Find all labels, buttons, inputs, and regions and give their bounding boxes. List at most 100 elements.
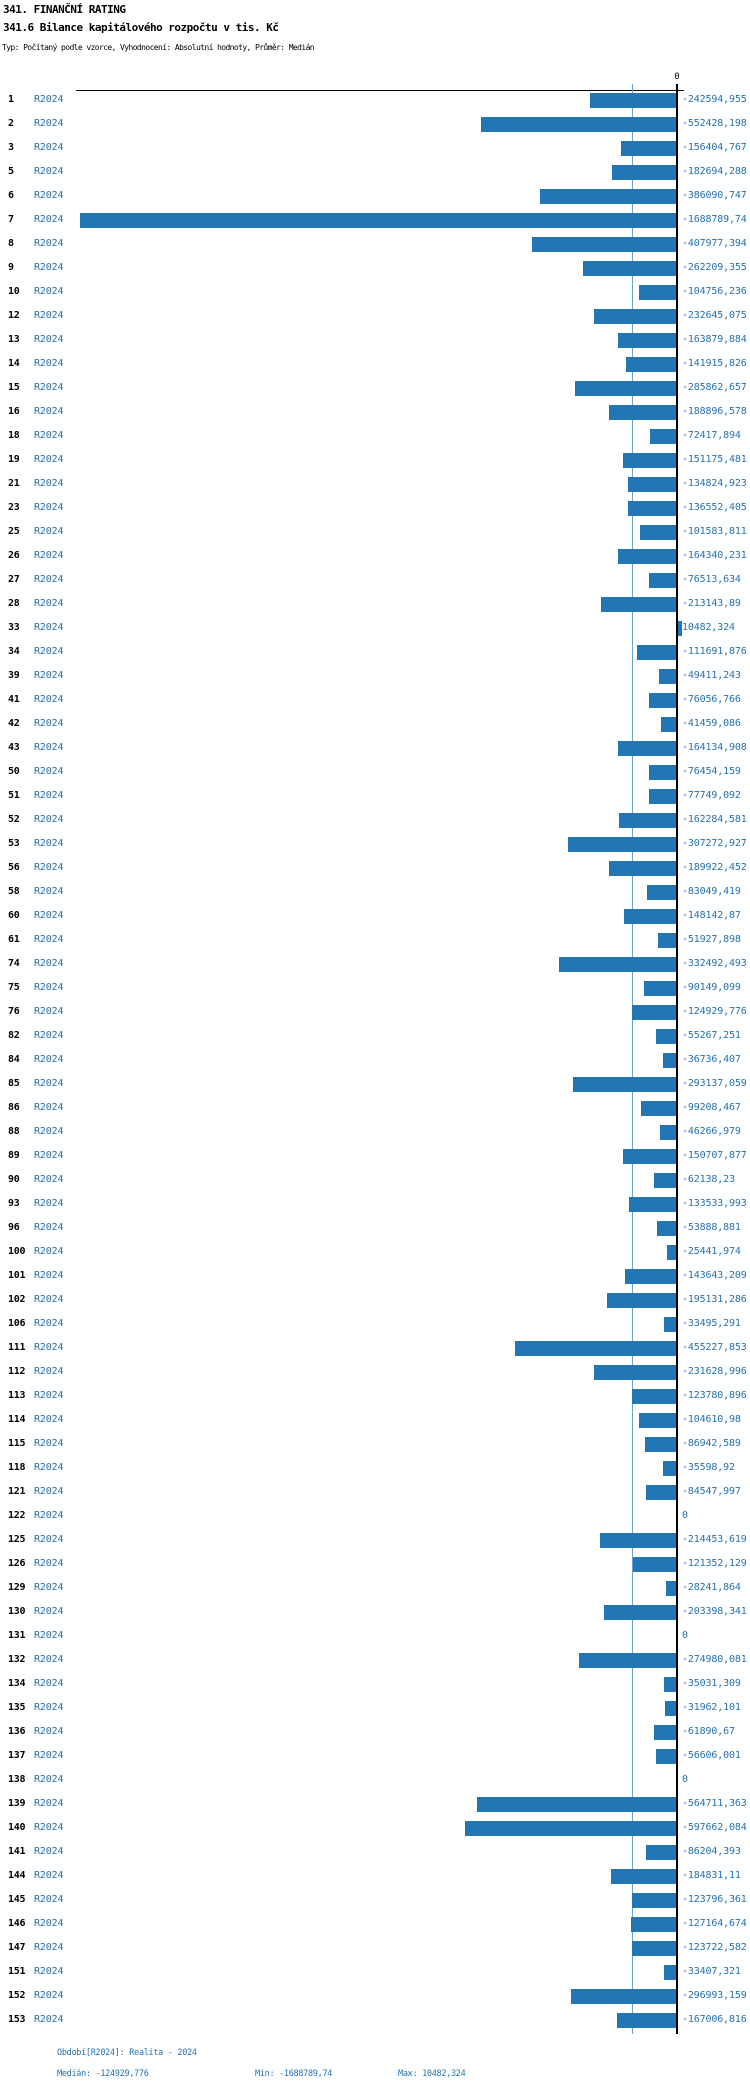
row-bar <box>661 716 676 732</box>
row-value-label: -597662,084 <box>682 1822 747 1833</box>
row-series-label: R2024 <box>34 718 64 729</box>
chart-row: 146 R2024 -127164,674 <box>0 1912 750 1936</box>
row-bar <box>575 380 676 396</box>
row-bar <box>650 428 676 444</box>
row-bar <box>656 1028 676 1044</box>
row-series-label: R2024 <box>34 1246 64 1257</box>
footer-median: Medián: -124929,776 <box>57 2069 149 2079</box>
row-value-label: -111691,876 <box>682 646 747 657</box>
row-bar <box>654 1724 676 1740</box>
row-value-label: -1688789,74 <box>682 214 747 225</box>
row-series-label: R2024 <box>34 1150 64 1161</box>
row-value-label: -148142,87 <box>682 910 741 921</box>
row-number: 25 <box>8 526 20 537</box>
row-value-label: -127164,674 <box>682 1918 747 1929</box>
row-bar <box>628 1196 676 1212</box>
chart-row: 144 R2024 -184831,11 <box>0 1864 750 1888</box>
row-value-label: -76513,634 <box>682 574 741 585</box>
row-value-label: -25441,974 <box>682 1246 741 1257</box>
chart-row: 34 R2024 -111691,876 <box>0 640 750 664</box>
row-number: 152 <box>8 1990 26 2001</box>
chart-row: 145 R2024 -123796,361 <box>0 1888 750 1912</box>
row-number: 106 <box>8 1318 26 1329</box>
row-bar <box>639 1412 676 1428</box>
row-value-label: -552428,198 <box>682 118 747 129</box>
row-bar <box>571 1988 676 2004</box>
row-number: 113 <box>8 1390 26 1401</box>
row-series-label: R2024 <box>34 1510 64 1521</box>
row-value-label: -124929,776 <box>682 1006 747 1017</box>
row-bar <box>646 1484 676 1500</box>
row-value-label: -143643,209 <box>682 1270 747 1281</box>
chart-row: 138 R2024 0 <box>0 1768 750 1792</box>
row-number: 111 <box>8 1342 26 1353</box>
chart-row: 3 R2024 -156404,767 <box>0 136 750 160</box>
row-series-label: R2024 <box>34 1726 64 1737</box>
row-value-label: -232645,075 <box>682 310 747 321</box>
chart-row: 5 R2024 -182694,288 <box>0 160 750 184</box>
row-series-label: R2024 <box>34 1270 64 1281</box>
row-number: 115 <box>8 1438 26 1449</box>
row-bar <box>604 1604 676 1620</box>
row-number: 52 <box>8 814 20 825</box>
row-value-label: -33407,321 <box>682 1966 741 1977</box>
row-series-label: R2024 <box>34 1222 64 1233</box>
row-bar <box>80 212 676 228</box>
chart-row: 26 R2024 -164340,231 <box>0 544 750 568</box>
row-number: 10 <box>8 286 20 297</box>
row-number: 137 <box>8 1750 26 1761</box>
row-series-label: R2024 <box>34 1942 64 1953</box>
row-series-label: R2024 <box>34 454 64 465</box>
row-bar <box>664 1700 676 1716</box>
row-series-label: R2024 <box>34 1174 64 1185</box>
footer-max: Max: 10482,324 <box>398 2069 466 2079</box>
chart-row: 129 R2024 -28241,864 <box>0 1576 750 1600</box>
row-series-label: R2024 <box>34 94 64 105</box>
row-number: 144 <box>8 1870 26 1881</box>
chart-row: 28 R2024 -213143,89 <box>0 592 750 616</box>
zero-tick-label: 0 <box>674 72 680 82</box>
row-value-label: -564711,363 <box>682 1798 747 1809</box>
chart-row: 50 R2024 -76454,159 <box>0 760 750 784</box>
row-bar <box>640 1100 676 1116</box>
row-series-label: R2024 <box>34 838 64 849</box>
row-number: 28 <box>8 598 20 609</box>
chart-row: 114 R2024 -104610,98 <box>0 1408 750 1432</box>
row-bar <box>658 668 676 684</box>
row-value-label: -285862,657 <box>682 382 747 393</box>
row-bar <box>618 812 676 828</box>
chart-row: 7 R2024 -1688789,74 <box>0 208 750 232</box>
row-series-label: R2024 <box>34 1030 64 1041</box>
chart-row: 130 R2024 -203398,341 <box>0 1600 750 1624</box>
row-series-label: R2024 <box>34 358 64 369</box>
row-series-label: R2024 <box>34 238 64 249</box>
row-number: 42 <box>8 718 20 729</box>
footer-min: Min: -1688789,74 <box>255 2069 333 2079</box>
row-value-label: -36736,407 <box>682 1054 741 1065</box>
row-series-label: R2024 <box>34 934 64 945</box>
chart-row: 86 R2024 -99208,467 <box>0 1096 750 1120</box>
row-number: 53 <box>8 838 20 849</box>
row-value-label: -62138,23 <box>682 1174 735 1185</box>
row-value-label: -77749,092 <box>682 790 741 801</box>
chart-row: 88 R2024 -46266,979 <box>0 1120 750 1144</box>
chart-row: 118 R2024 -35598,92 <box>0 1456 750 1480</box>
row-bar <box>664 1316 676 1332</box>
row-value-label: -123722,582 <box>682 1942 747 1953</box>
row-series-label: R2024 <box>34 910 64 921</box>
row-number: 12 <box>8 310 20 321</box>
row-value-label: -163879,884 <box>682 334 747 345</box>
row-series-label: R2024 <box>34 862 64 873</box>
row-number: 19 <box>8 454 20 465</box>
row-value-label: -86204,393 <box>682 1846 741 1857</box>
row-value-label: -104610,98 <box>682 1414 741 1425</box>
row-bar <box>654 1172 676 1188</box>
chart-row: 102 R2024 -195131,286 <box>0 1288 750 1312</box>
chart-row: 151 R2024 -33407,321 <box>0 1960 750 1984</box>
row-bar <box>632 1940 676 1956</box>
row-number: 118 <box>8 1462 26 1473</box>
row-bar <box>583 260 676 276</box>
row-series-label: R2024 <box>34 1894 64 1905</box>
row-value-label: -141915,826 <box>682 358 747 369</box>
row-value-label: -35598,92 <box>682 1462 735 1473</box>
